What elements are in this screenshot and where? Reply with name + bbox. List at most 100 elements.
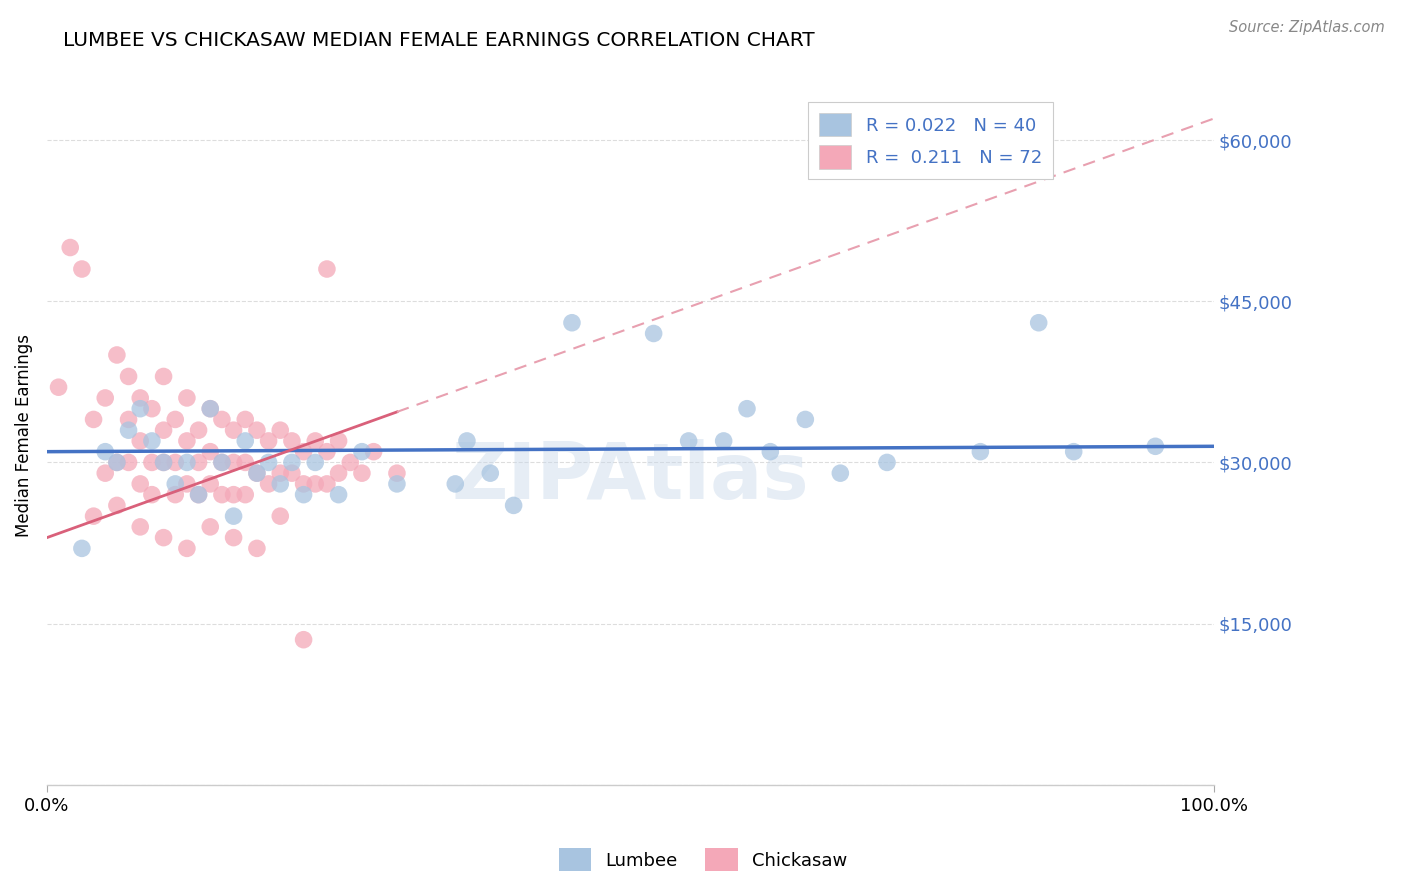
Point <box>105 455 128 469</box>
Point <box>350 444 373 458</box>
Point <box>105 499 128 513</box>
Point <box>339 455 361 469</box>
Legend: R = 0.022   N = 40, R =  0.211   N = 72: R = 0.022 N = 40, R = 0.211 N = 72 <box>808 103 1053 179</box>
Point <box>129 476 152 491</box>
Point <box>94 466 117 480</box>
Point <box>200 520 222 534</box>
Point <box>385 466 408 480</box>
Point <box>94 444 117 458</box>
Point <box>1144 439 1167 453</box>
Point <box>222 509 245 524</box>
Point <box>281 455 304 469</box>
Point <box>292 476 315 491</box>
Point <box>152 531 174 545</box>
Point <box>969 444 991 458</box>
Point <box>141 455 163 469</box>
Point <box>176 541 198 556</box>
Point <box>316 262 339 277</box>
Point <box>152 455 174 469</box>
Point <box>269 466 291 480</box>
Point <box>678 434 700 448</box>
Point <box>292 444 315 458</box>
Point <box>117 423 139 437</box>
Point <box>94 391 117 405</box>
Point <box>233 488 256 502</box>
Point <box>48 380 70 394</box>
Point <box>316 476 339 491</box>
Point <box>246 466 269 480</box>
Point <box>281 466 304 480</box>
Point <box>105 455 128 469</box>
Point <box>350 466 373 480</box>
Point <box>385 476 408 491</box>
Point <box>759 444 782 458</box>
Point <box>1063 444 1085 458</box>
Point <box>129 434 152 448</box>
Point <box>200 401 222 416</box>
Point <box>165 412 187 426</box>
Point <box>222 488 245 502</box>
Point <box>187 488 209 502</box>
Point <box>328 488 350 502</box>
Point <box>187 423 209 437</box>
Point <box>211 488 233 502</box>
Point <box>129 391 152 405</box>
Point <box>257 434 280 448</box>
Point <box>165 476 187 491</box>
Point <box>187 488 209 502</box>
Point <box>876 455 898 469</box>
Point <box>176 455 198 469</box>
Point <box>152 423 174 437</box>
Point <box>292 488 315 502</box>
Point <box>269 476 291 491</box>
Point <box>211 455 233 469</box>
Point <box>363 444 385 458</box>
Point <box>83 509 105 524</box>
Point <box>643 326 665 341</box>
Point <box>292 632 315 647</box>
Point <box>117 369 139 384</box>
Point <box>200 444 222 458</box>
Point <box>502 499 524 513</box>
Point <box>222 423 245 437</box>
Point <box>200 401 222 416</box>
Point <box>211 455 233 469</box>
Point <box>105 348 128 362</box>
Point <box>233 455 256 469</box>
Point <box>830 466 852 480</box>
Point <box>269 509 291 524</box>
Point <box>561 316 583 330</box>
Point <box>70 541 93 556</box>
Point <box>152 369 174 384</box>
Point <box>59 240 82 254</box>
Point <box>152 455 174 469</box>
Point <box>176 476 198 491</box>
Point <box>211 412 233 426</box>
Point <box>222 455 245 469</box>
Point <box>165 488 187 502</box>
Point <box>257 476 280 491</box>
Point <box>304 434 326 448</box>
Text: LUMBEE VS CHICKASAW MEDIAN FEMALE EARNINGS CORRELATION CHART: LUMBEE VS CHICKASAW MEDIAN FEMALE EARNIN… <box>63 31 815 50</box>
Point <box>176 434 198 448</box>
Point <box>479 466 502 480</box>
Point <box>70 262 93 277</box>
Point <box>222 531 245 545</box>
Point <box>246 423 269 437</box>
Text: ZIPAtlas: ZIPAtlas <box>451 440 808 516</box>
Point <box>304 455 326 469</box>
Text: Source: ZipAtlas.com: Source: ZipAtlas.com <box>1229 20 1385 35</box>
Point <box>794 412 817 426</box>
Point <box>246 541 269 556</box>
Point <box>304 476 326 491</box>
Point <box>187 455 209 469</box>
Point <box>117 412 139 426</box>
Point <box>141 401 163 416</box>
Point <box>444 476 467 491</box>
Point <box>129 401 152 416</box>
Point <box>316 444 339 458</box>
Point <box>456 434 478 448</box>
Point <box>328 434 350 448</box>
Point <box>176 391 198 405</box>
Point <box>281 434 304 448</box>
